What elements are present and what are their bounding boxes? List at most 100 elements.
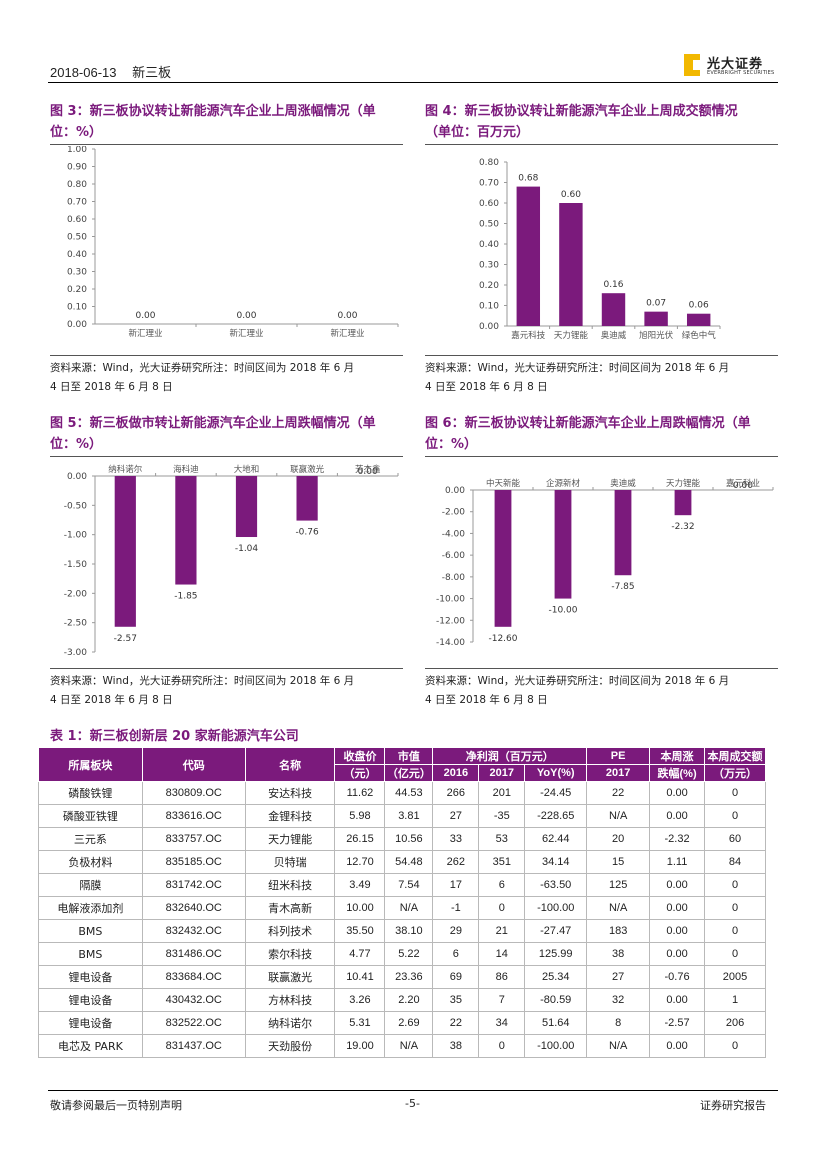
y-tick-label: 0.50 <box>479 220 499 230</box>
table1: 所属板块 代码 名称 收盘价 市值 净利润（百万元） PE 本周涨 本周成交额 … <box>38 747 766 1058</box>
cell-chg: 0.00 <box>649 873 706 897</box>
table1-body: 磷酸铁锂 830809.OC 安达科技 11.62 44.53 266 201 -24.45 2… <box>38 781 766 1058</box>
cell-yoy: -100.00 <box>524 1034 588 1058</box>
cell-yoy: -27.47 <box>524 919 588 943</box>
category-label: 天力锂能 <box>666 478 701 489</box>
y-tick-label: -8.00 <box>442 573 466 583</box>
cell-np2017: 0 <box>478 896 526 920</box>
cell-pe: N/A <box>586 896 651 920</box>
cell-price: 10.00 <box>334 896 386 920</box>
category-label: 新汇理业 <box>128 328 162 339</box>
cell-sector: 负极材料 <box>38 850 143 874</box>
cell-np2017: 86 <box>478 965 526 989</box>
data-label: -2.32 <box>671 522 694 532</box>
cell-code: 833757.OC <box>141 827 246 851</box>
cell-mcap: N/A <box>384 896 434 920</box>
cell-np2017: 351 <box>478 850 526 874</box>
th-2017: 2017 <box>478 764 526 782</box>
y-tick-label: 0.40 <box>479 240 499 250</box>
cell-code: 832640.OC <box>141 896 246 920</box>
cell-pe: 183 <box>586 919 651 943</box>
cell-pe: 22 <box>586 781 651 805</box>
fig4-bottom-rule <box>425 355 778 356</box>
cell-name: 天劲股份 <box>244 1034 336 1058</box>
cell-yoy: 62.44 <box>524 827 588 851</box>
y-tick-label: 0.70 <box>479 179 499 189</box>
y-tick-label: 0.10 <box>479 302 499 312</box>
cell-price: 3.26 <box>334 988 386 1012</box>
table-row: 锂电设备 832522.OC 纳科诺尔 5.31 2.69 22 34 51.64 8 -2.57… <box>38 1011 766 1035</box>
header-date-section: 2018-06-13 新三板 <box>50 62 171 81</box>
cell-code: 831437.OC <box>141 1034 246 1058</box>
cell-price: 11.62 <box>334 781 386 805</box>
y-tick-label: -4.00 <box>442 529 466 539</box>
logo-en: EVERBRIGHT SECURITIES <box>707 70 775 76</box>
bar <box>559 203 583 326</box>
y-tick-label: 0.90 <box>67 163 87 173</box>
cell-price: 3.49 <box>334 873 386 897</box>
cell-pe: N/A <box>586 1034 651 1058</box>
cell-code: 831742.OC <box>141 873 246 897</box>
y-tick-label: 0.20 <box>67 285 87 295</box>
table-row: 三元系 833757.OC 天力锂能 26.15 10.56 33 53 62.44 20 -2.… <box>38 827 766 851</box>
fig4-top-rule <box>425 144 778 145</box>
th-pe-year: 2017 <box>586 764 651 782</box>
cell-yoy: -24.45 <box>524 781 588 805</box>
y-tick-label: -1.00 <box>64 531 88 541</box>
y-tick-label: 0.80 <box>67 180 87 190</box>
cell-np2016: -1 <box>432 896 480 920</box>
cell-sector: BMS <box>38 942 143 966</box>
cell-np2016: 69 <box>432 965 480 989</box>
fig6-title: 图 6：新三板协议转让新能源汽车企业上周跌幅情况（单 位：%） <box>425 416 751 452</box>
cell-pe: 8 <box>586 1011 651 1035</box>
cell-vol: 0 <box>704 781 766 805</box>
cell-np2016: 266 <box>432 781 480 805</box>
y-tick-label: 0.80 <box>479 158 499 168</box>
y-tick-label: 0.30 <box>479 261 499 271</box>
cell-price: 26.15 <box>334 827 386 851</box>
category-label: 芳杰鑫 <box>355 464 381 475</box>
cell-name: 纽米科技 <box>244 873 336 897</box>
table-row: 锂电设备 833684.OC 联赢激光 10.41 23.36 69 86 25.34 27 -0… <box>38 965 766 989</box>
y-tick-label: 0.00 <box>479 322 499 332</box>
y-tick-label: 0.20 <box>479 281 499 291</box>
cell-name: 科列技术 <box>244 919 336 943</box>
th-price-unit: （元） <box>334 764 386 782</box>
table-row: 隔膜 831742.OC 纽米科技 3.49 7.54 17 6 -63.50 125 0.00 0 <box>38 873 766 897</box>
data-label: 0.00 <box>337 311 357 321</box>
fig6-source: 资料来源：Wind，光大证券研究所注：时间区间为 2018 年 6 月 4 日至… <box>425 675 730 706</box>
cell-vol: 0 <box>704 873 766 897</box>
cell-chg: 0.00 <box>649 781 706 805</box>
y-tick-label: -0.50 <box>64 501 88 511</box>
category-label: 嘉元科业 <box>726 478 760 489</box>
fig5-chart: 0.00 -0.50 -1.00 -1.50 -2.00 -2.50 -3.00 -2.57 纳… <box>64 464 399 658</box>
fig6-bottom-rule <box>425 668 778 669</box>
table1-title: 表 1：新三板创新层 20 家新能源汽车公司 <box>50 729 299 744</box>
cell-sector: 锂电设备 <box>38 988 143 1012</box>
y-tick-label: 0.00 <box>445 486 465 496</box>
footer-report-type: 证券研究报告 <box>700 1099 766 1112</box>
bar <box>601 293 626 326</box>
category-label: 绿色中气 <box>682 330 717 341</box>
cell-np2016: 35 <box>432 988 480 1012</box>
data-label: 0.00 <box>236 311 256 321</box>
y-tick-label: -2.00 <box>442 508 466 518</box>
cell-chg: -2.57 <box>649 1011 706 1035</box>
cell-yoy: 34.14 <box>524 850 588 874</box>
cell-price: 5.31 <box>334 1011 386 1035</box>
cell-np2017: 14 <box>478 942 526 966</box>
fig5-bottom-rule <box>50 668 403 669</box>
category-label: 新汇理业 <box>229 328 263 339</box>
y-tick-label: 0.60 <box>479 199 499 209</box>
cell-np2016: 29 <box>432 919 480 943</box>
data-label: -12.60 <box>488 634 517 644</box>
data-label: -2.57 <box>114 634 137 644</box>
th-code: 代码 <box>141 747 246 782</box>
th-chg-unit: 跌幅(%) <box>649 764 706 782</box>
cell-np2016: 262 <box>432 850 480 874</box>
y-tick-label: -3.00 <box>64 648 88 658</box>
data-label: -0.76 <box>295 528 319 538</box>
cell-price: 10.41 <box>334 965 386 989</box>
cell-vol: 1 <box>704 988 766 1012</box>
bar <box>235 476 258 538</box>
